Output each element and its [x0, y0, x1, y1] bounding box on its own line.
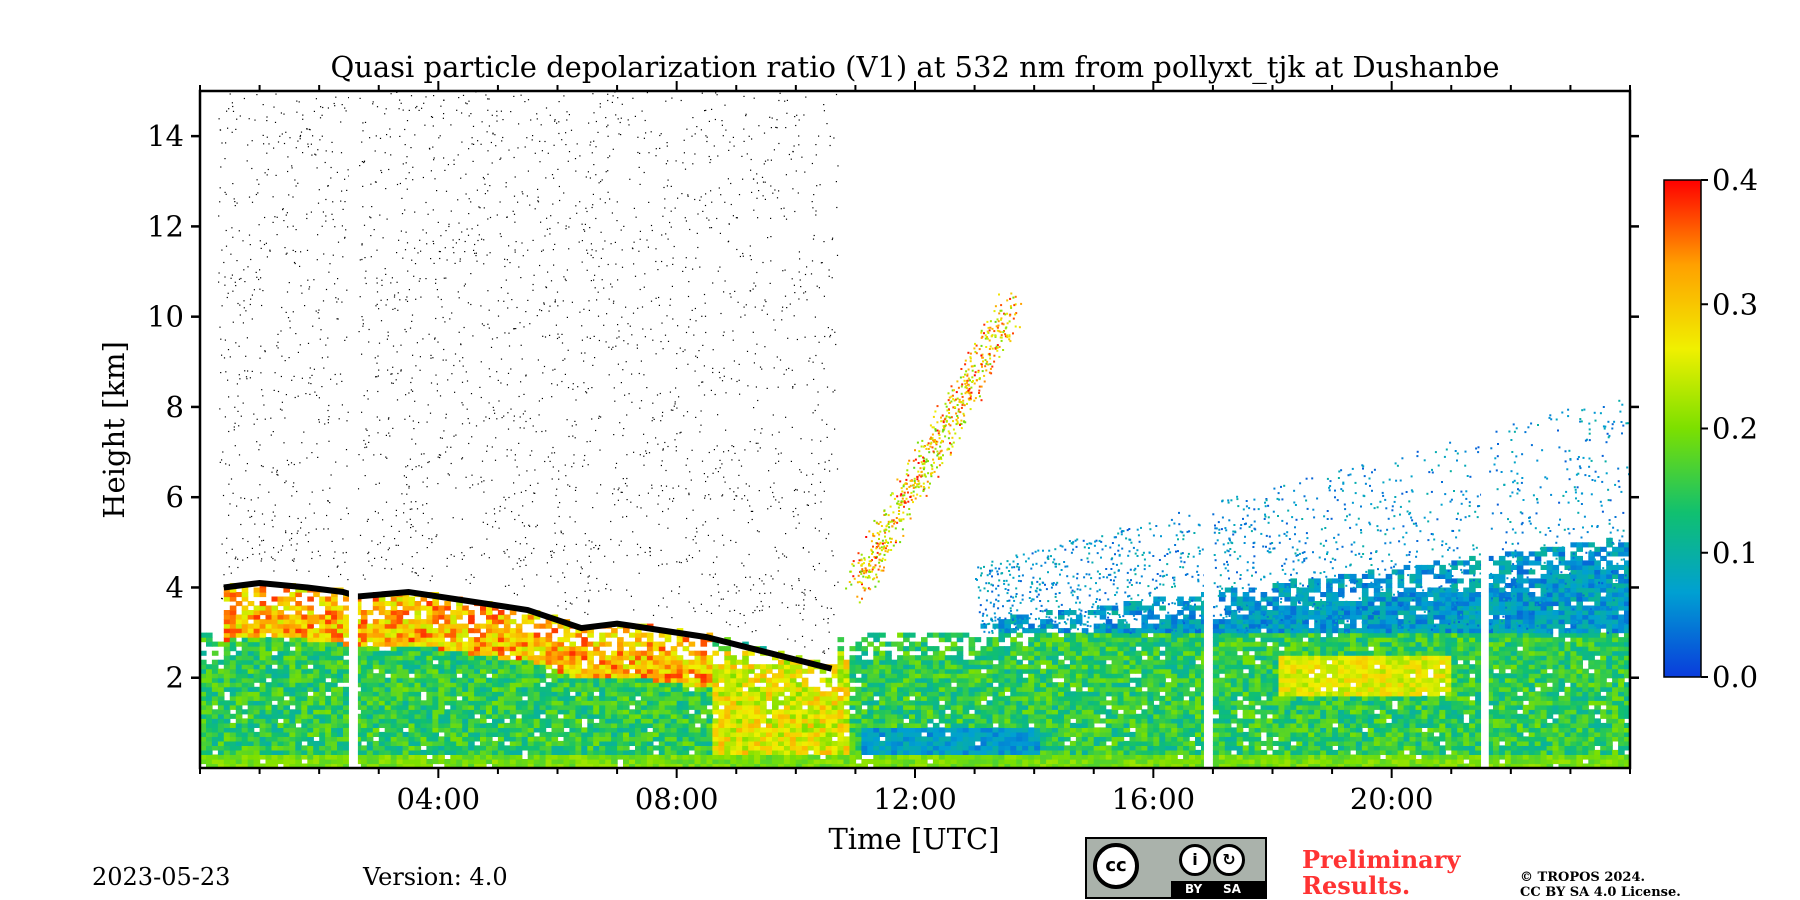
- data-gap: [348, 91, 358, 768]
- x-tick-label: 08:00: [635, 782, 719, 816]
- copyright-line-1: © TROPOS 2024.: [1520, 870, 1646, 885]
- noise-dots: [218, 91, 839, 654]
- depolarization-field: [200, 537, 1630, 768]
- data-gap: [1481, 91, 1489, 768]
- y-tick-label: 4: [166, 570, 184, 604]
- colorbar: [1663, 179, 1702, 678]
- cirrus-layer: [845, 292, 1023, 604]
- preliminary-note: Preliminary Results.: [1302, 847, 1460, 899]
- x-tick-label: 16:00: [1112, 782, 1196, 816]
- attribution-icon: i: [1179, 844, 1211, 876]
- data-gap: [1203, 91, 1212, 768]
- y-tick-label: 6: [166, 480, 184, 514]
- y-axis-label: Height [km]: [97, 341, 131, 519]
- colorbar-tick-label: 0.4: [1712, 163, 1758, 197]
- chart-title: Quasi particle depolarization ratio (V1)…: [330, 50, 1499, 85]
- x-tick-label: 12:00: [873, 782, 957, 816]
- plot-area: [200, 91, 1630, 768]
- colorbar-axis: 0.0 0.1 0.2 0.3 0.4: [1701, 163, 1758, 694]
- cc-license-badge[interactable]: cc i ↻ BY SA: [1085, 837, 1267, 899]
- copyright-line-2: CC BY SA 4.0 License.: [1520, 885, 1681, 900]
- aerosol-speckle: [975, 399, 1630, 635]
- y-tick-label: 12: [147, 209, 184, 243]
- x-axis: 04:00 08:00 12:00 16:00 20:00: [199, 81, 1631, 816]
- y-tick-label: 14: [147, 119, 184, 153]
- y-tick-label: 8: [166, 390, 184, 424]
- cc-icon: cc: [1093, 843, 1139, 889]
- y-axis: 2 4 6 8 10 12 14: [147, 119, 1639, 695]
- license-sa: SA: [1223, 882, 1241, 896]
- colorbar-tick-label: 0.3: [1712, 287, 1758, 321]
- copyright-note: © TROPOS 2024. CC BY SA 4.0 License.: [1520, 870, 1681, 900]
- colorbar-tick-label: 0.1: [1712, 536, 1758, 570]
- colorbar-tick-label: 0.0: [1712, 660, 1758, 694]
- preliminary-line-2: Results.: [1302, 871, 1411, 900]
- x-tick-label: 20:00: [1350, 782, 1434, 816]
- share-alike-icon: ↻: [1213, 844, 1245, 876]
- x-tick-label: 04:00: [397, 782, 481, 816]
- footer-version: Version: 4.0: [363, 863, 508, 891]
- footer-date: 2023-05-23: [92, 863, 231, 891]
- x-axis-label: Time [UTC]: [828, 822, 999, 856]
- license-strip: BY SA: [1171, 881, 1267, 897]
- preliminary-line-1: Preliminary: [1302, 845, 1461, 874]
- cloud-base-line: [223, 579, 833, 672]
- y-tick-label: 10: [147, 300, 184, 334]
- license-by: BY: [1185, 882, 1203, 896]
- colorbar-tick-label: 0.2: [1712, 412, 1758, 446]
- y-tick-label: 2: [166, 661, 184, 695]
